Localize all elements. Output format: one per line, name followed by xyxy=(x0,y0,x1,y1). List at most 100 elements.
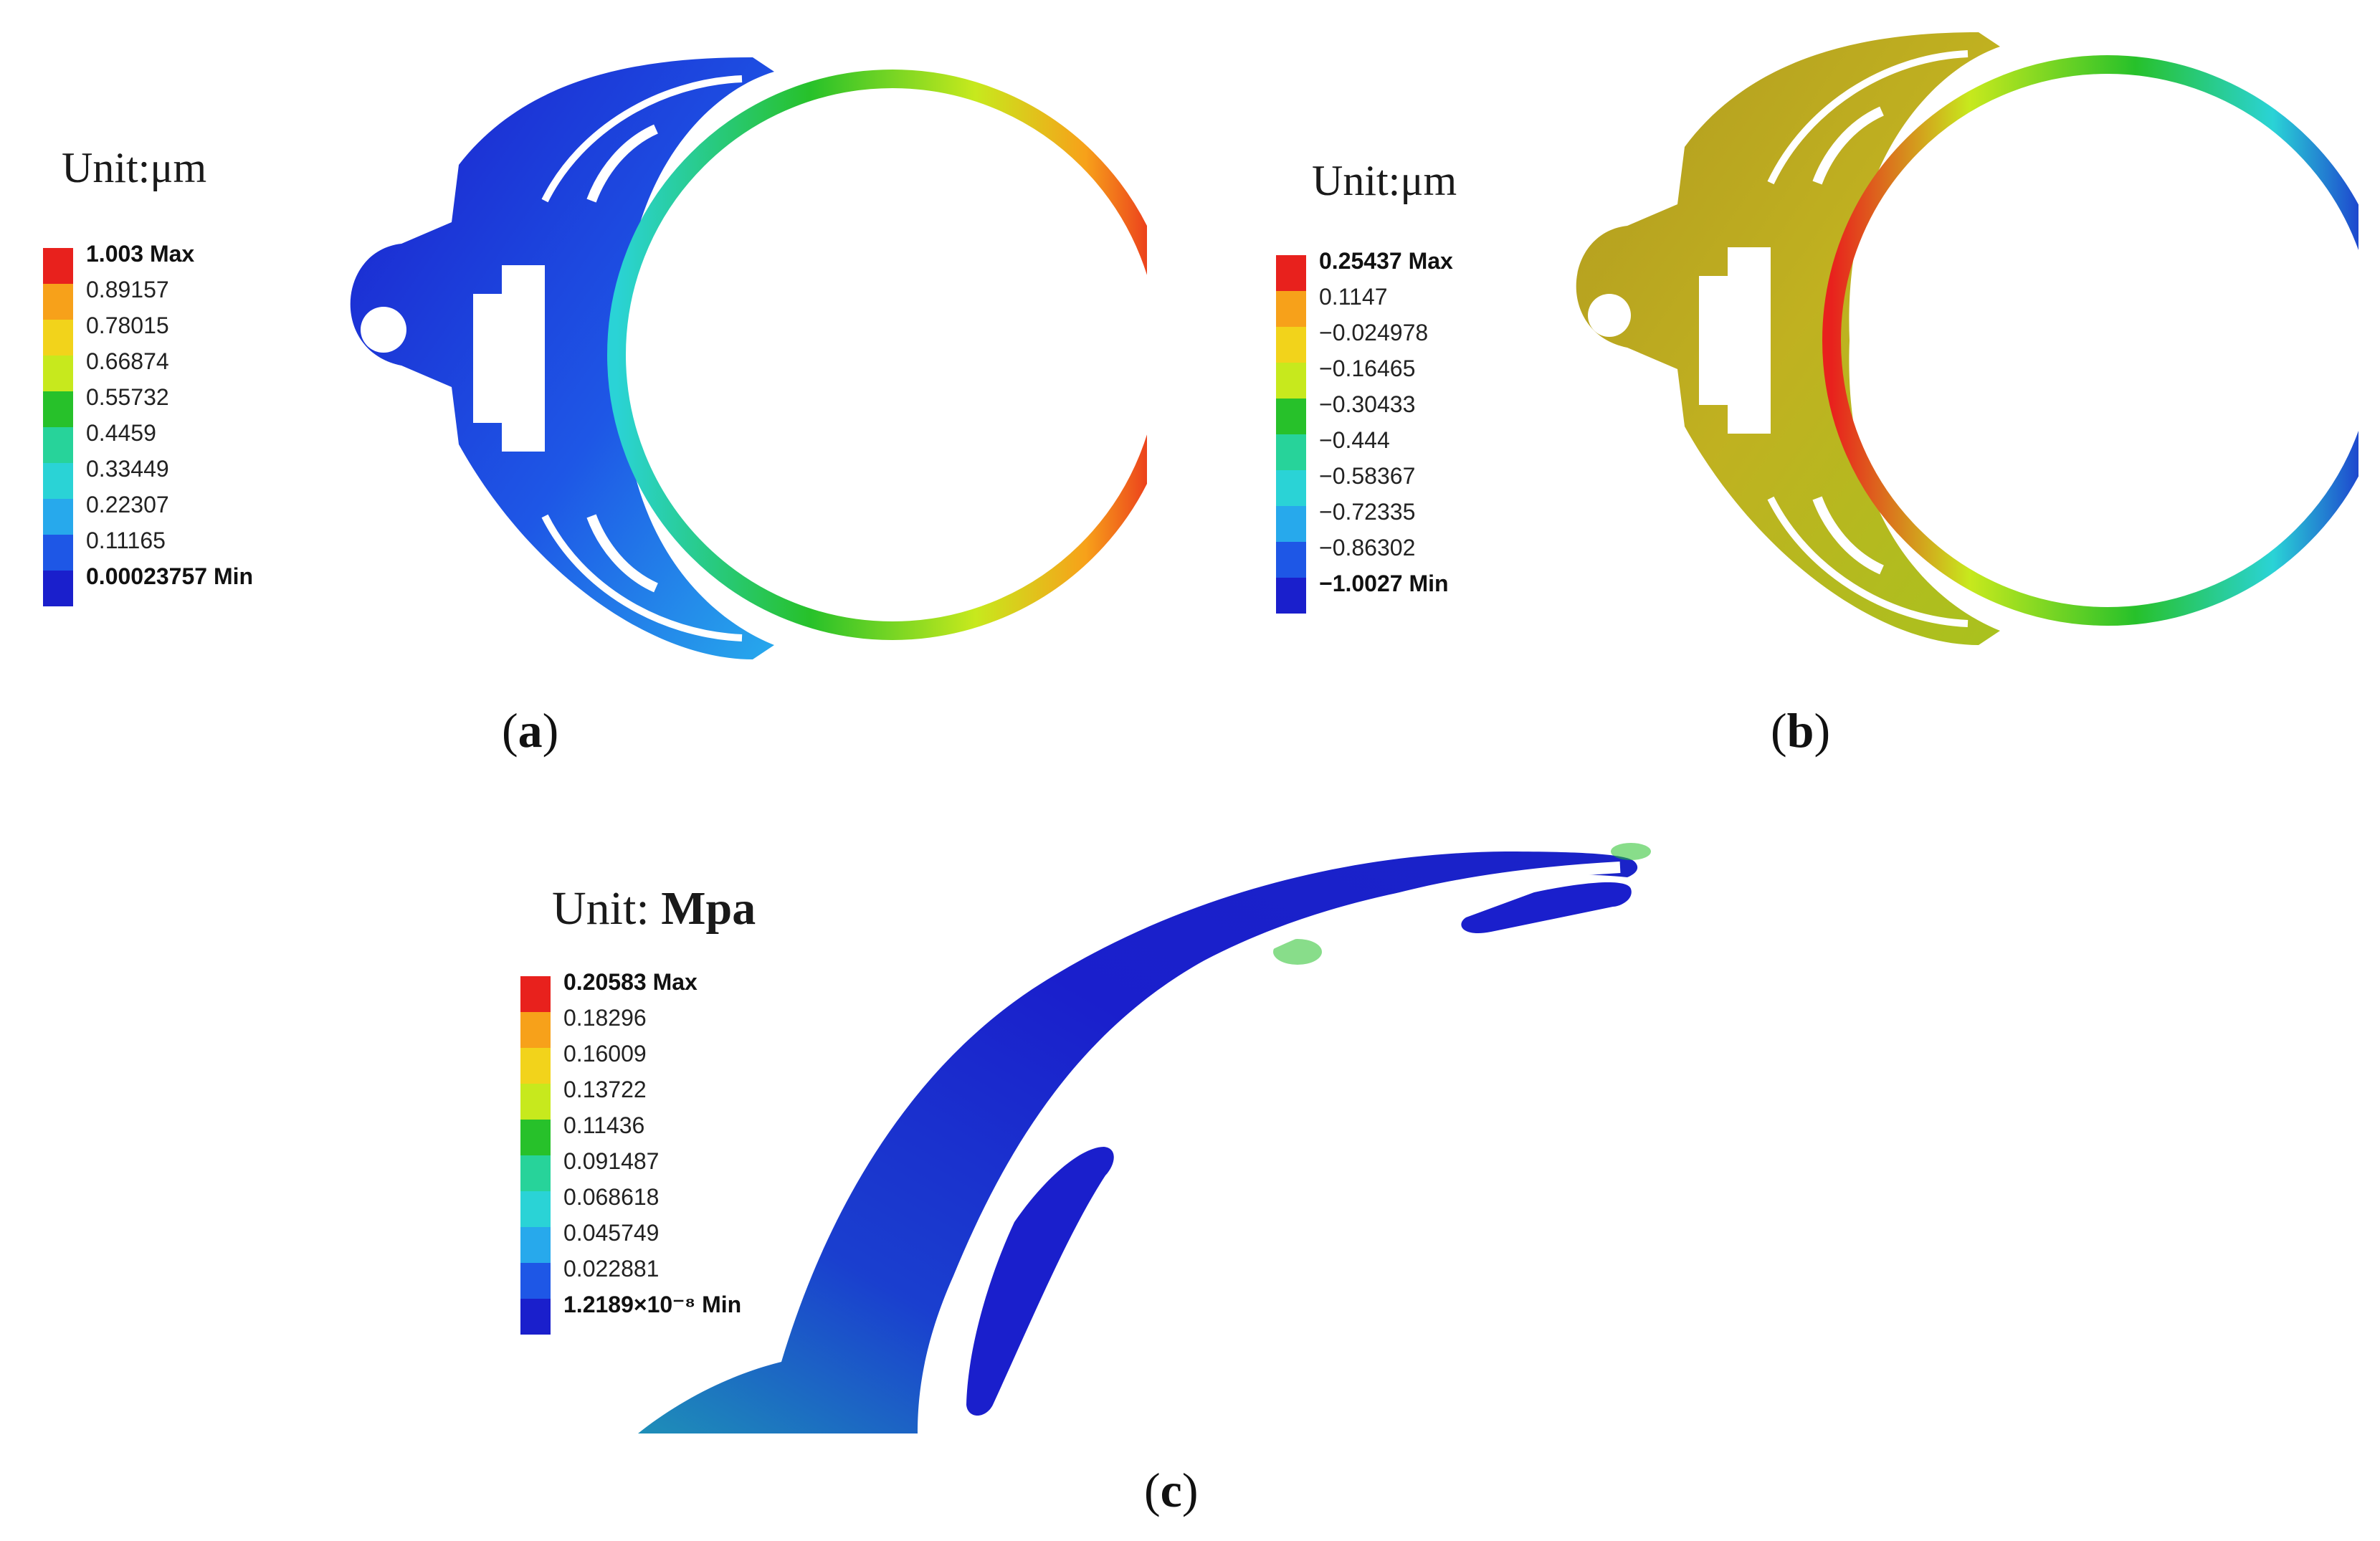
stress-hotspot xyxy=(1611,843,1651,860)
legend-swatch xyxy=(43,356,73,391)
legend-swatch xyxy=(43,320,73,356)
legend-label: 1.2189×10⁻⁸ Min xyxy=(563,1292,742,1317)
legend-label: 0.66874 xyxy=(86,348,169,374)
mount-hole xyxy=(1588,294,1631,337)
legend-label: 0.78015 xyxy=(86,313,169,338)
unit-label: Unit: Mpa xyxy=(552,882,756,936)
caption: (c) xyxy=(1144,1463,1199,1517)
legend-swatches xyxy=(43,248,73,606)
legend-label: 0.89157 xyxy=(86,277,169,302)
unit-unit: Mpa xyxy=(661,882,756,935)
legend-swatch xyxy=(520,1227,551,1263)
caption-letter: c xyxy=(1160,1463,1182,1517)
legend-label: 0.11165 xyxy=(86,528,166,553)
legend-label: −0.024978 xyxy=(1319,320,1429,345)
legend-swatch xyxy=(43,248,73,284)
legend-label: −0.16465 xyxy=(1319,356,1416,381)
legend-swatch xyxy=(520,1263,551,1299)
unit-label: Unit:μm xyxy=(1312,157,1457,204)
legend-label: 0.33449 xyxy=(86,456,169,482)
legend-label: 0.068618 xyxy=(563,1184,660,1210)
stepped-notch xyxy=(473,265,545,452)
legend-swatches xyxy=(1276,255,1306,614)
legend-swatch xyxy=(43,499,73,535)
fea-contour-plot xyxy=(350,57,1147,659)
legend-swatch xyxy=(1276,578,1306,614)
caption: (b) xyxy=(1771,703,1831,758)
legend-label: 0.22307 xyxy=(86,492,169,517)
panel-b: Unit:μm 0.25437 Max 0.1147 −0.024978 −0.… xyxy=(1190,0,2380,774)
legend-swatch xyxy=(43,427,73,463)
flexure-slot xyxy=(541,75,743,203)
stepped-notch xyxy=(1699,247,1771,434)
color-legend: 1.003 Max 0.89157 0.78015 0.66874 0.5573… xyxy=(43,242,330,606)
legend-label: 0.091487 xyxy=(563,1148,660,1174)
legend-label: 0.11436 xyxy=(563,1112,645,1138)
fea-contour-plot xyxy=(1576,32,2358,645)
legend-swatch xyxy=(520,1012,551,1048)
legend-swatch xyxy=(43,391,73,427)
legend-label: 1.003 Max xyxy=(86,241,195,267)
flexure-slot xyxy=(586,514,658,593)
legend-swatches xyxy=(520,976,551,1335)
legend-swatch xyxy=(1276,506,1306,542)
legend-swatch xyxy=(1276,434,1306,470)
color-legend: 0.25437 Max 0.1147 −0.024978 −0.16465 −0… xyxy=(1276,249,1563,614)
legend-label: −0.30433 xyxy=(1319,391,1416,417)
ring xyxy=(607,70,1147,640)
legend-swatch xyxy=(43,284,73,320)
legend-swatch xyxy=(520,1120,551,1155)
legend-label: 0.55732 xyxy=(86,384,169,410)
legend-swatch xyxy=(1276,291,1306,327)
flexure-body xyxy=(350,57,775,659)
flexure-body xyxy=(638,851,1638,1433)
caption-letter: a xyxy=(518,703,543,758)
legend-swatch xyxy=(43,463,73,499)
legend-label: 0.045749 xyxy=(563,1220,660,1246)
legend-swatch xyxy=(1276,255,1306,291)
unit-label: Unit:μm xyxy=(62,144,207,191)
caption-letter: b xyxy=(1786,703,1814,758)
color-legend: 0.20583 Max 0.18296 0.16009 0.13722 0.11… xyxy=(520,970,822,1335)
flexure-slot xyxy=(1767,50,1969,185)
legend-label: 0.00023757 Min xyxy=(86,563,254,589)
legend-label: 0.16009 xyxy=(563,1041,647,1067)
flexure-slot xyxy=(1812,496,1884,575)
panel-a: Unit:μm 1.003 Max 0.89157 0.78015 0.6687… xyxy=(0,0,1190,774)
legend-label: 0.18296 xyxy=(563,1005,647,1031)
fea-stress-plot xyxy=(638,843,1651,1433)
legend-label: 0.13722 xyxy=(563,1077,647,1102)
legend-label: 0.1147 xyxy=(1319,284,1388,310)
legend-swatch xyxy=(520,1084,551,1120)
legend-swatch xyxy=(520,1155,551,1191)
legend-label: −0.72335 xyxy=(1319,499,1416,525)
legend-label: −0.444 xyxy=(1319,427,1390,453)
legend-swatch xyxy=(520,1191,551,1227)
legend-swatch xyxy=(1276,327,1306,363)
ring xyxy=(1822,55,2358,626)
stress-hotspot xyxy=(1273,939,1322,965)
legend-label: −1.0027 Min xyxy=(1319,571,1449,596)
legend-label: −0.58367 xyxy=(1319,463,1416,489)
legend-swatch xyxy=(43,571,73,606)
legend-swatch xyxy=(520,976,551,1012)
flexure-body xyxy=(1576,32,2000,645)
flexure-slot xyxy=(586,124,658,203)
flexure-pad xyxy=(1461,882,1632,933)
legend-label: 0.022881 xyxy=(563,1256,660,1282)
flexure-slot xyxy=(541,514,743,641)
legend-label: 0.20583 Max xyxy=(563,969,698,995)
legend-label: 0.25437 Max xyxy=(1319,248,1453,274)
flexure-slot xyxy=(1767,496,1969,627)
panel-c: Unit: Mpa 0.20583 Max 0.18296 0.16009 0.… xyxy=(0,774,2380,1541)
legend-swatch xyxy=(1276,470,1306,506)
legend-swatch xyxy=(1276,399,1306,434)
legend-label: −0.86302 xyxy=(1319,535,1416,560)
legend-swatch xyxy=(520,1299,551,1335)
mount-hole xyxy=(361,307,406,353)
legend-swatch xyxy=(520,1048,551,1084)
legend-swatch xyxy=(1276,542,1306,578)
caption: (a) xyxy=(502,703,559,758)
flexure-slot xyxy=(1812,106,1884,185)
unit-prefix: Unit: xyxy=(552,882,662,935)
